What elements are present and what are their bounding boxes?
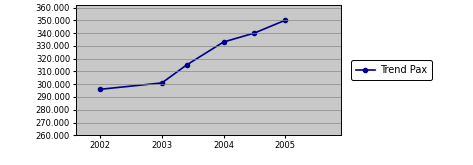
- Legend: Trend Pax: Trend Pax: [350, 60, 432, 80]
